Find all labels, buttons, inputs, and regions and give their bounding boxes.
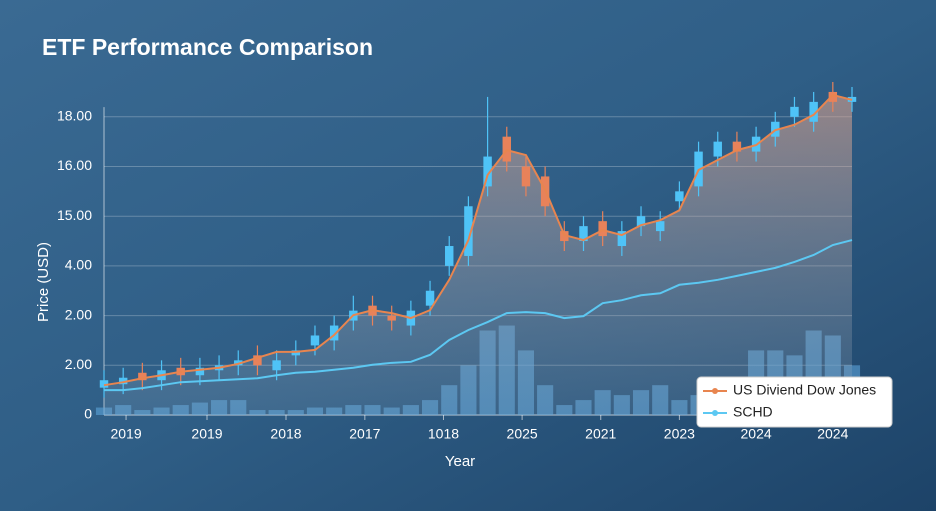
y-tick-label: 4.00 [65, 257, 92, 273]
candle-body [617, 231, 627, 247]
candle-body [828, 91, 838, 102]
chart-title: ETF Performance Comparison [42, 34, 373, 60]
x-tick-label: 1018 [428, 426, 459, 442]
candle-body [579, 226, 588, 242]
y-tick-label: 2.00 [65, 306, 92, 322]
candle-body [713, 141, 722, 157]
x-tick-label: 2024 [817, 426, 848, 442]
x-tick-label: 2019 [191, 426, 222, 442]
candle-body [253, 355, 262, 366]
x-tick-label: 2018 [270, 426, 301, 442]
candle-body [809, 101, 818, 122]
series-line [104, 239, 853, 392]
x-tick-label: 2025 [507, 426, 538, 442]
x-tick-label: 2021 [585, 426, 616, 442]
candle-body [387, 315, 396, 321]
candle-body [655, 221, 665, 232]
y-tick-label: 0 [84, 406, 92, 422]
legend-box [696, 376, 893, 428]
candle-body [598, 221, 607, 237]
y-tick-label: 18.00 [57, 108, 92, 124]
legend-label: US Diviend Dow Jones [733, 382, 876, 398]
x-tick-label: 2017 [349, 426, 380, 442]
candle-body [425, 290, 435, 306]
legend-marker [712, 410, 718, 416]
x-tick-label: 2024 [741, 426, 772, 442]
candle-body [329, 325, 339, 341]
x-tick-label: 2019 [110, 426, 141, 442]
candle-body [272, 360, 281, 371]
candle-body [138, 372, 147, 381]
y-tick-label: 16.00 [57, 157, 92, 173]
candle-body [310, 335, 320, 346]
candle-body [483, 156, 492, 187]
candle-body [790, 106, 799, 117]
candle-body [636, 216, 646, 227]
candle-body [521, 166, 531, 187]
y-tick-label: 15.00 [57, 207, 92, 223]
candle-body [118, 377, 128, 385]
x-tick-label: 2023 [664, 426, 695, 442]
series-line [103, 93, 853, 387]
x-axis-label: Year [445, 453, 475, 470]
candle-body [195, 367, 205, 376]
candle-body [675, 191, 684, 202]
candle-body [445, 246, 454, 266]
y-tick-label: 2.00 [65, 356, 92, 372]
candle-body [732, 141, 742, 152]
legend: US Diviend Dow Jones SCHD [696, 376, 893, 428]
legend-label: SCHD [733, 404, 773, 420]
y-axis-label: Price (USD) [35, 242, 52, 322]
candle-body [464, 206, 473, 256]
area-fill [104, 94, 852, 415]
legend-marker [712, 388, 718, 394]
candle-body [99, 380, 109, 388]
